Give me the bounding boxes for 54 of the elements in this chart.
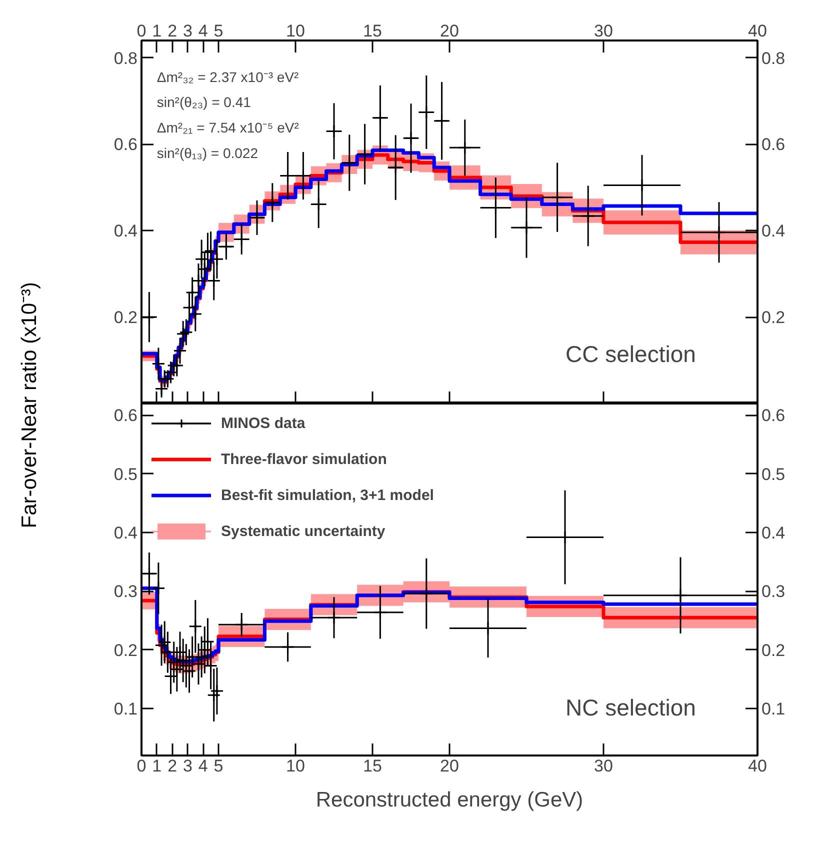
legend-label: Three-flavor simulation xyxy=(221,450,387,468)
x2-tick-label: 4 xyxy=(198,22,208,40)
y2-tick-label: 0.6 xyxy=(762,135,786,154)
legend-label: MINOS data xyxy=(221,414,306,432)
x-tick-label: 3 xyxy=(182,756,192,776)
x-tick-label: 15 xyxy=(363,756,382,776)
y2-tick-label: 0.3 xyxy=(762,582,786,602)
x-tick-label: 2 xyxy=(168,756,178,776)
y2-tick-label: 0.4 xyxy=(762,222,786,241)
y-tick-label: 0.6 xyxy=(114,406,138,426)
y2-tick-label: 0.6 xyxy=(762,406,786,426)
x2-tick-label: 3 xyxy=(182,22,192,40)
y2-tick-label: 0.1 xyxy=(762,700,786,719)
y-tick-label: 0.3 xyxy=(114,582,138,602)
y-tick-label: 0.2 xyxy=(114,308,138,328)
x2-tick-label: 30 xyxy=(594,22,613,40)
annotation: NC selection xyxy=(566,694,696,720)
y2-tick-label: 0.4 xyxy=(762,524,786,543)
x2-tick-label: 5 xyxy=(214,22,224,40)
x2-tick-label: 2 xyxy=(168,22,178,40)
y-tick-label: 0.4 xyxy=(114,222,138,241)
x2-tick-label: 1 xyxy=(152,22,162,40)
y2-tick-label: 0.5 xyxy=(762,464,786,484)
y-tick-label: 0.2 xyxy=(114,640,138,660)
x2-tick-label: 15 xyxy=(363,22,382,40)
y-tick-label: 0.1 xyxy=(114,700,138,719)
x-axis-title: Reconstructed energy (GeV) xyxy=(316,788,584,812)
x-tick-label: 4 xyxy=(198,756,208,776)
x-tick-label: 0 xyxy=(136,756,146,776)
x-tick-label: 40 xyxy=(748,756,767,776)
y2-tick-label: 0.8 xyxy=(762,48,786,68)
annotation: Δm²₃₂ = 2.37 x10⁻³ eV² xyxy=(156,68,300,85)
y-tick-label: 0.5 xyxy=(114,464,138,484)
y-tick-label: 0.8 xyxy=(114,48,138,68)
legend-label: Systematic uncertainty xyxy=(221,522,386,540)
y-axis-title: Far-over-Near ratio (x10⁻³) xyxy=(17,282,42,528)
x-tick-label: 10 xyxy=(286,756,305,776)
annotation: Δm²₂₁ = 7.54 x10⁻⁵ eV² xyxy=(156,120,300,136)
x2-tick-label: 40 xyxy=(748,22,767,40)
y-tick-label: 0.6 xyxy=(114,135,138,154)
x-tick-label: 5 xyxy=(214,756,224,776)
y-tick-label: 0.4 xyxy=(114,524,138,543)
x-tick-label: 1 xyxy=(152,756,162,776)
annotation: sin²(θ₂₃) = 0.41 xyxy=(156,94,252,110)
x-tick-label: 20 xyxy=(440,756,459,776)
x2-tick-label: 20 xyxy=(440,22,459,40)
x2-tick-label: 0 xyxy=(136,22,146,40)
y2-tick-label: 0.2 xyxy=(762,308,786,328)
annotation: sin²(θ₁₃) = 0.022 xyxy=(156,145,258,162)
x-tick-label: 30 xyxy=(594,756,613,776)
x2-tick-label: 10 xyxy=(286,22,305,40)
annotation: CC selection xyxy=(566,341,696,368)
legend-label: Best-fit simulation, 3+1 model xyxy=(221,486,434,504)
y2-tick-label: 0.2 xyxy=(762,640,786,660)
